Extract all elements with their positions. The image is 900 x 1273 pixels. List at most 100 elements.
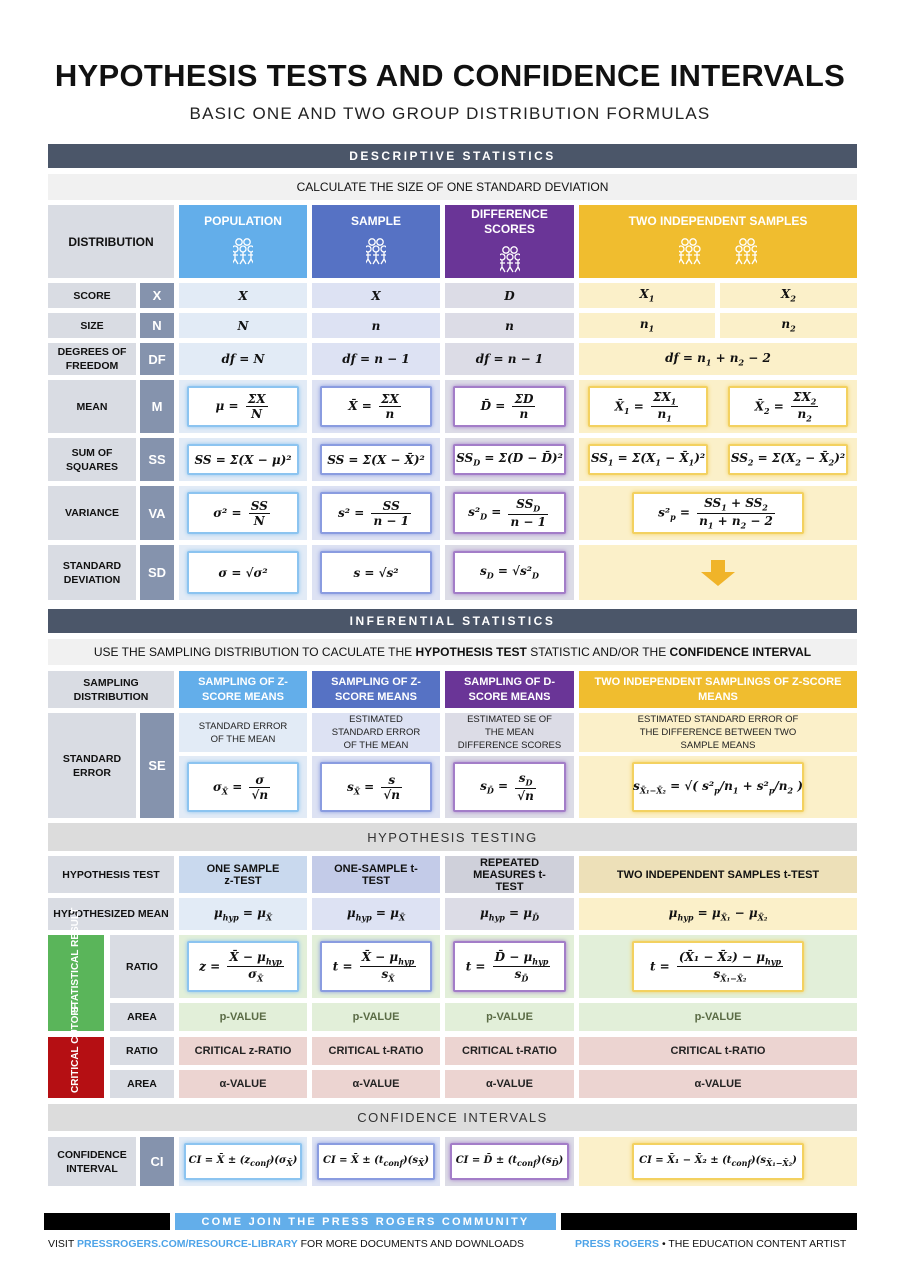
formula: SS2 = Σ(X2 − X̄2)² bbox=[730, 451, 846, 468]
formula: s² = SS n − 1 bbox=[338, 498, 411, 528]
formula: CI = D̄ ± (tconf)(sD̄) bbox=[455, 1155, 564, 1168]
alpha-value-cell: α-VALUE bbox=[179, 1070, 307, 1098]
formula-box: SS = Σ(X − X̄)² bbox=[320, 444, 432, 475]
people-group-icon bbox=[231, 238, 255, 265]
formula: n bbox=[505, 318, 514, 333]
instruction-part: HYPOTHESIS TEST bbox=[415, 645, 527, 659]
page-subtitle: BASIC ONE AND TWO GROUP DISTRIBUTION FOR… bbox=[189, 104, 711, 123]
cell-text: DEGREES OF FREEDOM bbox=[57, 346, 127, 372]
brand-name: PRESS ROGERS bbox=[575, 1238, 660, 1250]
formula-box: CI = X̄ ± (zconf)(σX̄) bbox=[184, 1143, 302, 1180]
formula: CI = X̄₁ − X̄₂ ± (tconf)(sX̄₁−X̄₂) bbox=[639, 1155, 797, 1168]
formula: sX̄₁−X̄₂ = √( s²p/n1 + s²p/n2 ) bbox=[633, 778, 803, 796]
descriptive-header: DESCRIPTIVE STATISTICS bbox=[48, 144, 857, 168]
cell-text: ESTIMATED STANDARD ERROR OF THE MEAN bbox=[331, 714, 421, 751]
size-cell: n bbox=[312, 313, 440, 338]
confidence-interval-label: CONFIDENCE INTERVAL bbox=[48, 1137, 136, 1186]
formula-box: μ = ΣX N bbox=[187, 386, 299, 427]
footer-visit-text: VISIT PRESSROGERS.COM/RESOURCE-LIBRARY F… bbox=[48, 1238, 524, 1250]
alpha-value-cell: α-VALUE bbox=[579, 1070, 857, 1098]
score-cell: X bbox=[179, 283, 307, 308]
size-cell: n bbox=[445, 313, 574, 338]
cell-text: HYPOTHESIZED MEAN bbox=[53, 908, 169, 920]
formula-box: sX̄₁−X̄₂ = √( s²p/n1 + s²p/n2 ) bbox=[632, 762, 804, 812]
se-description: ESTIMATED STANDARD ERROR OF THE DIFFEREN… bbox=[579, 713, 857, 752]
formula: t = (X̄₁ − X̄₂) − μhyp sX̄₁−X̄₂ bbox=[649, 949, 784, 984]
formula: μhyp = μX̄ bbox=[213, 905, 273, 923]
formula-box: t = (X̄₁ − X̄₂) − μhyp sX̄₁−X̄₂ bbox=[632, 941, 804, 992]
formula-box: SS2 = Σ(X2 − X̄2)² bbox=[728, 444, 848, 475]
instruction-part: STATISTIC AND/OR THE bbox=[526, 645, 670, 659]
page-title: HYPOTHESIS TESTS AND CONFIDENCE INTERVAL… bbox=[54, 58, 846, 93]
formula-box: CI = X̄ ± (tconf)(sX̄) bbox=[317, 1143, 435, 1180]
cell-text: M bbox=[151, 399, 163, 414]
cell-text: CRITICAL z-RATIO bbox=[194, 1045, 292, 1057]
cell-text: DF bbox=[148, 351, 166, 367]
formula: SS1 = Σ(X1 − X̄1)² bbox=[590, 451, 706, 468]
cell-text: RATIO bbox=[126, 1045, 158, 1057]
formula-box: σX̄ = σ √n bbox=[187, 762, 299, 812]
cell-text: X bbox=[152, 288, 162, 303]
hypothesis-test-t: TWO INDEPENDENT SAMPLES t-TEST bbox=[579, 856, 857, 893]
size-label: SIZE bbox=[48, 313, 136, 338]
hypothesis-header-text: HYPOTHESIS TESTING bbox=[367, 829, 538, 845]
cell-text: CRITICAL t-RATIO bbox=[462, 1045, 557, 1057]
confidence-interval-abbr: CI bbox=[140, 1137, 174, 1186]
resource-library-link[interactable]: PRESSROGERS.COM/RESOURCE-LIBRARY bbox=[76, 1238, 298, 1250]
cell-text: SAMPLING OF Z-SCORE MEANS bbox=[198, 675, 288, 703]
p-value-cell: p-VALUE bbox=[579, 1003, 857, 1031]
cell-text: HYPOTHESIS TEST bbox=[62, 868, 160, 881]
cell-text: SD bbox=[147, 565, 167, 580]
formula: t = X̄ − μhyp sX̄ bbox=[332, 949, 417, 984]
people-group-icon bbox=[677, 238, 759, 265]
hypothesized-mean-cell: μhyp = μX̄₁ − μX̄₂ bbox=[579, 898, 857, 930]
critical-area-label: AREA bbox=[110, 1070, 174, 1098]
se-description: ESTIMATED STANDARD ERROR OF THE MEAN bbox=[312, 713, 440, 752]
critical-ratio-cell: CRITICAL z-RATIO bbox=[179, 1037, 307, 1065]
formula: X1 bbox=[639, 287, 655, 304]
critical-ratio-cell: CRITICAL t-RATIO bbox=[445, 1037, 574, 1065]
formula: sD̄ = sD √n bbox=[480, 771, 536, 803]
score-cell: X1 bbox=[579, 283, 715, 308]
footer-bar-right bbox=[561, 1213, 857, 1230]
formula-box: X̄ = ΣX n bbox=[320, 386, 432, 427]
formula: X bbox=[371, 288, 381, 303]
cell-text: VARIANCE bbox=[64, 507, 120, 519]
distribution-label: DISTRIBUTION bbox=[48, 205, 174, 278]
df-cell: df = n − 1 bbox=[312, 343, 440, 375]
hypothesized-mean-cell: μhyp = μX̄ bbox=[312, 898, 440, 930]
formula-box: t = X̄ − μhyp sX̄ bbox=[320, 941, 432, 992]
formula-box: sD̄ = sD √n bbox=[453, 762, 566, 812]
people-group-icon bbox=[364, 238, 388, 265]
hypothesized-mean-cell: μhyp = μD̄ bbox=[445, 898, 574, 930]
formula-box: σ² = SS N bbox=[187, 492, 299, 534]
p-value-cell: p-VALUE bbox=[179, 1003, 307, 1031]
standard-error-label: STANDARD ERROR bbox=[48, 713, 136, 818]
formula: s²D = SSD n − 1 bbox=[468, 497, 548, 529]
sampling-header-p: SAMPLING OF Z-SCORE MEANS bbox=[179, 671, 307, 708]
community-banner-link[interactable]: COME JOIN THE PRESS ROGERS COMMUNITY bbox=[175, 1213, 556, 1230]
formula: X2 bbox=[781, 287, 796, 304]
cell-text: p-VALUE bbox=[219, 1011, 267, 1023]
df-abbr: DF bbox=[140, 343, 174, 375]
cell-text: p-VALUE bbox=[694, 1011, 742, 1023]
formula: n bbox=[371, 318, 381, 333]
cell-text: RATIO bbox=[126, 960, 158, 973]
formula-box: X̄2 = ΣX2 n2 bbox=[728, 386, 848, 427]
column-title: POPULATION bbox=[204, 214, 282, 228]
size-abbr: N bbox=[140, 313, 174, 338]
cell-text: N bbox=[152, 318, 162, 333]
cell-text: SAMPLING OF D-SCORE MEANS bbox=[463, 675, 556, 703]
sd-label: STANDARD DEVIATION bbox=[48, 545, 136, 600]
cell-text: MEAN bbox=[76, 400, 108, 413]
hypothesis-header: HYPOTHESIS TESTING bbox=[48, 823, 857, 851]
formula: z = X̄ − μhyp σX̄ bbox=[199, 949, 284, 984]
cell-text: AREA bbox=[127, 1078, 157, 1090]
cell-text: DISTRIBUTION bbox=[68, 234, 154, 249]
descriptive-instruction: CALCULATE THE SIZE OF ONE STANDARD DEVIA… bbox=[48, 174, 857, 200]
cell-text: α-VALUE bbox=[219, 1078, 267, 1090]
formula: s = √s² bbox=[353, 565, 399, 580]
p-value-cell: p-VALUE bbox=[445, 1003, 574, 1031]
inferential-header-text: INFERENTIAL STATISTICS bbox=[349, 614, 556, 628]
df-cell: df = n1 + n2 − 2 bbox=[579, 343, 857, 375]
